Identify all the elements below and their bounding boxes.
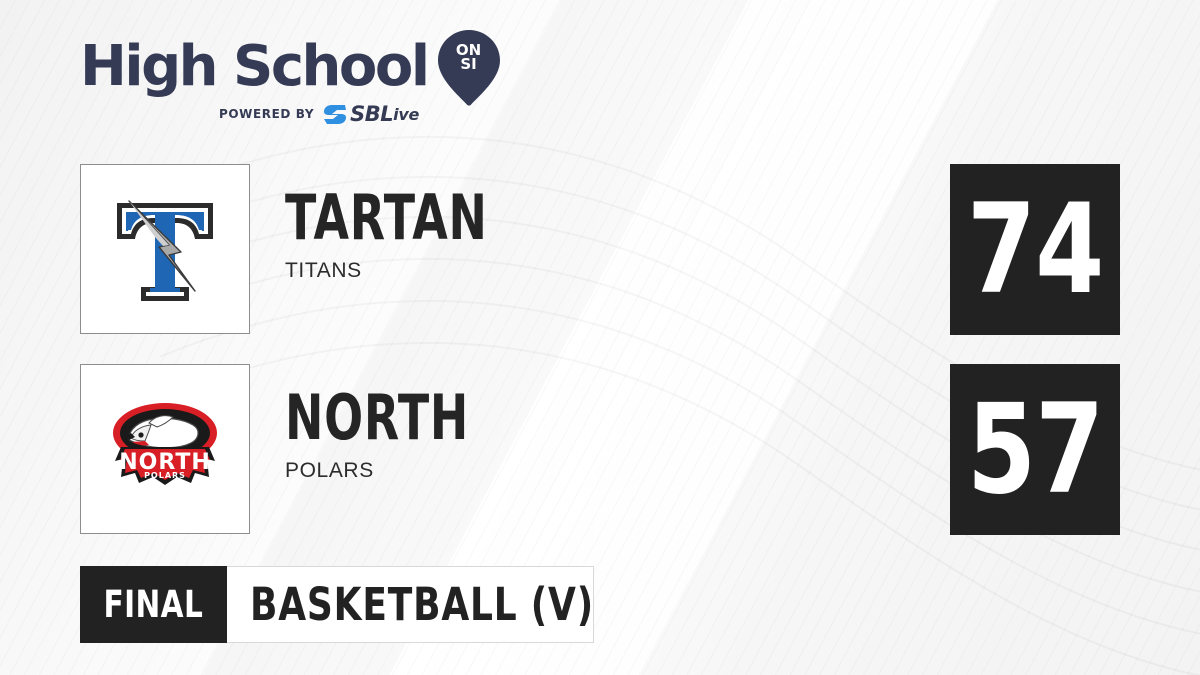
svg-text:NORTH: NORTH — [119, 450, 211, 475]
sblive-name-main: SBL — [350, 101, 394, 126]
team-name: NORTH — [285, 381, 470, 454]
team-meta: TARTAN TITANS — [285, 186, 845, 282]
tartan-titans-logo-icon — [99, 183, 231, 315]
pin-line-on: ON — [455, 41, 482, 59]
team-logo-card: NORTH POLARS — [80, 364, 250, 534]
north-polars-logo-icon: NORTH POLARS — [99, 383, 231, 515]
on-si-pin-icon: ON SI — [437, 30, 500, 106]
svg-text:POLARS: POLARS — [144, 471, 186, 480]
team-logo-card — [80, 164, 250, 334]
sport-block: BASKETBALL (V) — [227, 566, 594, 643]
team-mascot: TITANS — [285, 259, 362, 282]
on-si-pin-label: ON SI — [438, 41, 500, 73]
pin-line-si: SI — [460, 55, 477, 73]
team-score-box: 57 — [950, 364, 1120, 535]
sblive-logo: SBL ive — [323, 101, 420, 126]
sblive-name-tail: ive — [393, 104, 420, 124]
game-state-label: FINAL — [103, 582, 204, 626]
sport-label: BASKETBALL (V) — [250, 577, 594, 631]
sblive-mark-icon — [324, 104, 347, 124]
team-meta: NORTH POLARS — [285, 386, 845, 482]
game-status-bar: FINAL BASKETBALL (V) — [80, 566, 594, 643]
team-score: 74 — [966, 177, 1104, 322]
brand-wordmark: High School ON SI — [80, 30, 510, 106]
team-score-box: 74 — [950, 164, 1120, 335]
game-state-block: FINAL — [80, 566, 227, 643]
powered-by-row: POWERED BY SBL ive — [128, 101, 510, 126]
team-name: TARTAN — [285, 181, 488, 254]
team-score: 57 — [966, 377, 1104, 522]
brand-title: High School — [80, 34, 430, 99]
polar-bear-head — [127, 415, 199, 449]
team-mascot: POLARS — [285, 459, 374, 482]
powered-by-label: POWERED BY — [218, 107, 315, 121]
lightning-bolt — [128, 200, 196, 292]
brand-header: High School ON SI POWERED BY SBL ive — [80, 30, 510, 134]
